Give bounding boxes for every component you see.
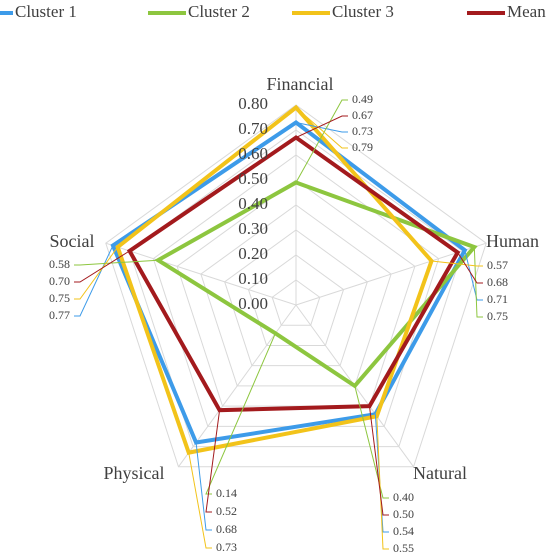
grid	[105, 104, 487, 468]
value-label: 0.52	[216, 504, 237, 518]
r-tick-label: 0.80	[238, 94, 268, 113]
value-label: 0.49	[352, 92, 373, 106]
r-tick-label: 0.30	[238, 219, 268, 238]
leader-line	[295, 107, 348, 149]
leader-line	[74, 250, 130, 283]
value-label: 0.75	[487, 309, 508, 323]
leader-line	[295, 115, 348, 138]
value-label: 0.67	[352, 108, 373, 122]
series-line	[110, 120, 468, 445]
category-label: Natural	[413, 463, 467, 483]
r-tick-label: 0.00	[238, 294, 268, 313]
value-label: 0.73	[216, 540, 237, 554]
leader-line	[195, 442, 212, 531]
value-label: 0.14	[216, 486, 237, 500]
value-label: 0.68	[216, 522, 237, 536]
leader-line	[295, 122, 348, 133]
legend-label: Mean	[507, 2, 546, 21]
grid-ring	[224, 229, 368, 367]
leader-line	[188, 452, 212, 549]
value-label: 0.68	[487, 275, 508, 289]
plot	[110, 104, 478, 455]
category-label: Human	[486, 231, 539, 251]
category-label: Social	[50, 231, 95, 251]
leader-line	[354, 385, 389, 499]
grid-ring	[105, 104, 487, 468]
value-label: 0.71	[487, 292, 508, 306]
value-label: 0.57	[487, 258, 508, 272]
category-label: Physical	[104, 463, 165, 483]
r-tick-label: 0.40	[238, 194, 268, 213]
leader-line	[74, 259, 159, 266]
leader-line	[374, 414, 389, 533]
series-line	[126, 135, 461, 413]
r-tick-label: 0.70	[238, 119, 268, 138]
leader-line	[457, 252, 483, 284]
value-label: 0.77	[49, 308, 70, 322]
value-label: 0.40	[393, 490, 414, 504]
value-label: 0.58	[49, 257, 70, 271]
spoke	[295, 242, 487, 306]
grid-ring	[200, 204, 392, 387]
leader-line	[205, 410, 221, 513]
value-label: 0.50	[393, 507, 414, 521]
value-label: 0.73	[352, 124, 373, 138]
value-label: 0.75	[49, 291, 70, 305]
value-label: 0.79	[352, 140, 373, 154]
leader-line	[205, 333, 276, 495]
leader-line	[376, 416, 389, 550]
leader-line	[464, 250, 483, 301]
leader-line	[368, 406, 389, 516]
category-label: Financial	[267, 74, 334, 94]
leader-line	[473, 247, 483, 318]
series-line	[115, 104, 434, 455]
r-tick-label: 0.60	[238, 144, 268, 163]
r-tick-label: 0.10	[238, 269, 268, 288]
legend-label: Cluster 3	[332, 2, 394, 21]
value-label: 0.70	[49, 274, 70, 288]
value-label: 0.55	[393, 541, 414, 555]
legend-label: Cluster 1	[15, 2, 77, 21]
leader-line	[431, 260, 483, 267]
legend-label: Cluster 2	[188, 2, 250, 21]
leader-line	[74, 246, 119, 300]
series-line	[154, 180, 478, 389]
grid-ring	[271, 279, 321, 326]
r-tick-label: 0.50	[238, 169, 268, 188]
spoke	[105, 242, 297, 306]
r-tick-label: 0.20	[238, 244, 268, 263]
leader-line	[295, 99, 348, 183]
value-label: 0.54	[393, 524, 414, 538]
